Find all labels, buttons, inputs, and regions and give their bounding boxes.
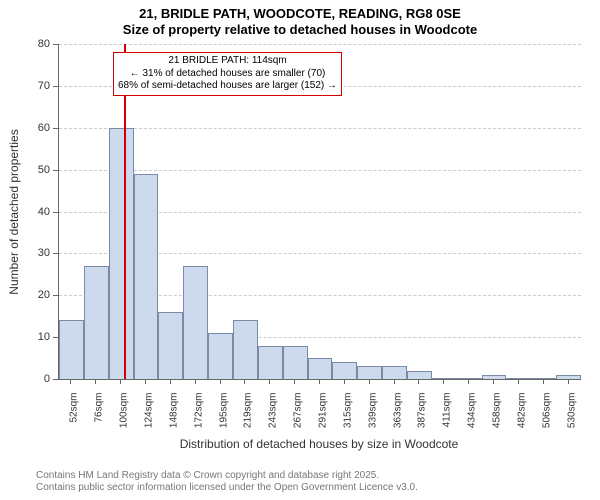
xtick-mark: [418, 379, 419, 384]
xtick-label: 52sqm: [69, 393, 80, 423]
bar: [382, 366, 407, 379]
xtick-label: 315sqm: [342, 393, 353, 429]
xtick-mark: [269, 379, 270, 384]
xtick-mark: [369, 379, 370, 384]
footer-line-2: Contains public sector information licen…: [36, 482, 418, 494]
xtick-mark: [145, 379, 146, 384]
chart-container: 21, BRIDLE PATH, WOODCOTE, READING, RG8 …: [0, 0, 600, 500]
bar: [332, 362, 357, 379]
ytick-mark: [53, 170, 58, 171]
bar: [59, 320, 84, 379]
xtick-mark: [394, 379, 395, 384]
ytick-label: 50: [0, 164, 50, 176]
xtick-label: 482sqm: [516, 393, 527, 429]
ytick-label: 0: [0, 373, 50, 385]
xtick-label: 434sqm: [467, 393, 478, 429]
bar: [506, 378, 531, 379]
xtick-mark: [344, 379, 345, 384]
xtick-label: 243sqm: [268, 393, 279, 429]
xtick-label: 339sqm: [367, 393, 378, 429]
xtick-mark: [518, 379, 519, 384]
xtick-label: 387sqm: [417, 393, 428, 429]
xtick-mark: [120, 379, 121, 384]
xtick-label: 76sqm: [94, 393, 105, 423]
bar: [183, 266, 208, 379]
bar: [531, 378, 556, 379]
footer-note: Contains HM Land Registry data © Crown c…: [36, 470, 418, 494]
xtick-label: 148sqm: [168, 393, 179, 429]
xtick-label: 363sqm: [392, 393, 403, 429]
xtick-label: 458sqm: [492, 393, 503, 429]
title-line-2: Size of property relative to detached ho…: [0, 22, 600, 38]
bar: [258, 346, 283, 380]
ytick-label: 80: [0, 38, 50, 50]
xtick-mark: [95, 379, 96, 384]
xtick-label: 195sqm: [218, 393, 229, 429]
xtick-label: 411sqm: [442, 393, 453, 428]
xtick-label: 124sqm: [144, 393, 155, 429]
x-axis-title: Distribution of detached houses by size …: [180, 437, 459, 451]
xtick-mark: [543, 379, 544, 384]
xtick-mark: [443, 379, 444, 384]
bar: [407, 371, 432, 379]
annotation-box: 21 BRIDLE PATH: 114sqm← 31% of detached …: [113, 52, 342, 96]
grid-line: [59, 44, 581, 45]
xtick-mark: [220, 379, 221, 384]
bar: [233, 320, 258, 379]
xtick-label: 506sqm: [541, 393, 552, 429]
annotation-line-3: 68% of semi-detached houses are larger (…: [118, 80, 337, 93]
bar: [283, 346, 308, 380]
ytick-mark: [53, 128, 58, 129]
bar: [158, 312, 183, 379]
xtick-mark: [468, 379, 469, 384]
ytick-mark: [53, 379, 58, 380]
bar: [134, 174, 159, 379]
annotation-line-1: 21 BRIDLE PATH: 114sqm: [118, 55, 337, 68]
ytick-label: 60: [0, 122, 50, 134]
xtick-mark: [195, 379, 196, 384]
xtick-label: 172sqm: [193, 393, 204, 429]
ytick-label: 10: [0, 331, 50, 343]
ytick-mark: [53, 337, 58, 338]
ytick-mark: [53, 86, 58, 87]
grid-line: [59, 170, 581, 171]
ytick-mark: [53, 44, 58, 45]
annotation-line-2: ← 31% of detached houses are smaller (70…: [118, 68, 337, 81]
bar: [308, 358, 333, 379]
ytick-label: 30: [0, 247, 50, 259]
xtick-mark: [568, 379, 569, 384]
plot-area: 21 BRIDLE PATH: 114sqm← 31% of detached …: [58, 44, 581, 380]
bar: [357, 366, 382, 379]
title-line-1: 21, BRIDLE PATH, WOODCOTE, READING, RG8 …: [0, 6, 600, 22]
xtick-mark: [294, 379, 295, 384]
xtick-mark: [493, 379, 494, 384]
xtick-mark: [170, 379, 171, 384]
xtick-label: 291sqm: [318, 393, 329, 429]
ytick-label: 40: [0, 206, 50, 218]
xtick-label: 530sqm: [566, 393, 577, 429]
bar: [208, 333, 233, 379]
xtick-mark: [70, 379, 71, 384]
ytick-mark: [53, 253, 58, 254]
bar: [556, 375, 581, 379]
xtick-label: 219sqm: [243, 393, 254, 429]
ytick-mark: [53, 295, 58, 296]
chart-title: 21, BRIDLE PATH, WOODCOTE, READING, RG8 …: [0, 6, 600, 37]
ytick-label: 70: [0, 80, 50, 92]
ytick-mark: [53, 212, 58, 213]
xtick-label: 267sqm: [293, 393, 304, 429]
bar: [109, 128, 134, 379]
xtick-mark: [244, 379, 245, 384]
xtick-mark: [319, 379, 320, 384]
xtick-label: 100sqm: [119, 393, 130, 429]
ytick-label: 20: [0, 289, 50, 301]
footer-line-1: Contains HM Land Registry data © Crown c…: [36, 470, 418, 482]
bar: [84, 266, 109, 379]
grid-line: [59, 128, 581, 129]
